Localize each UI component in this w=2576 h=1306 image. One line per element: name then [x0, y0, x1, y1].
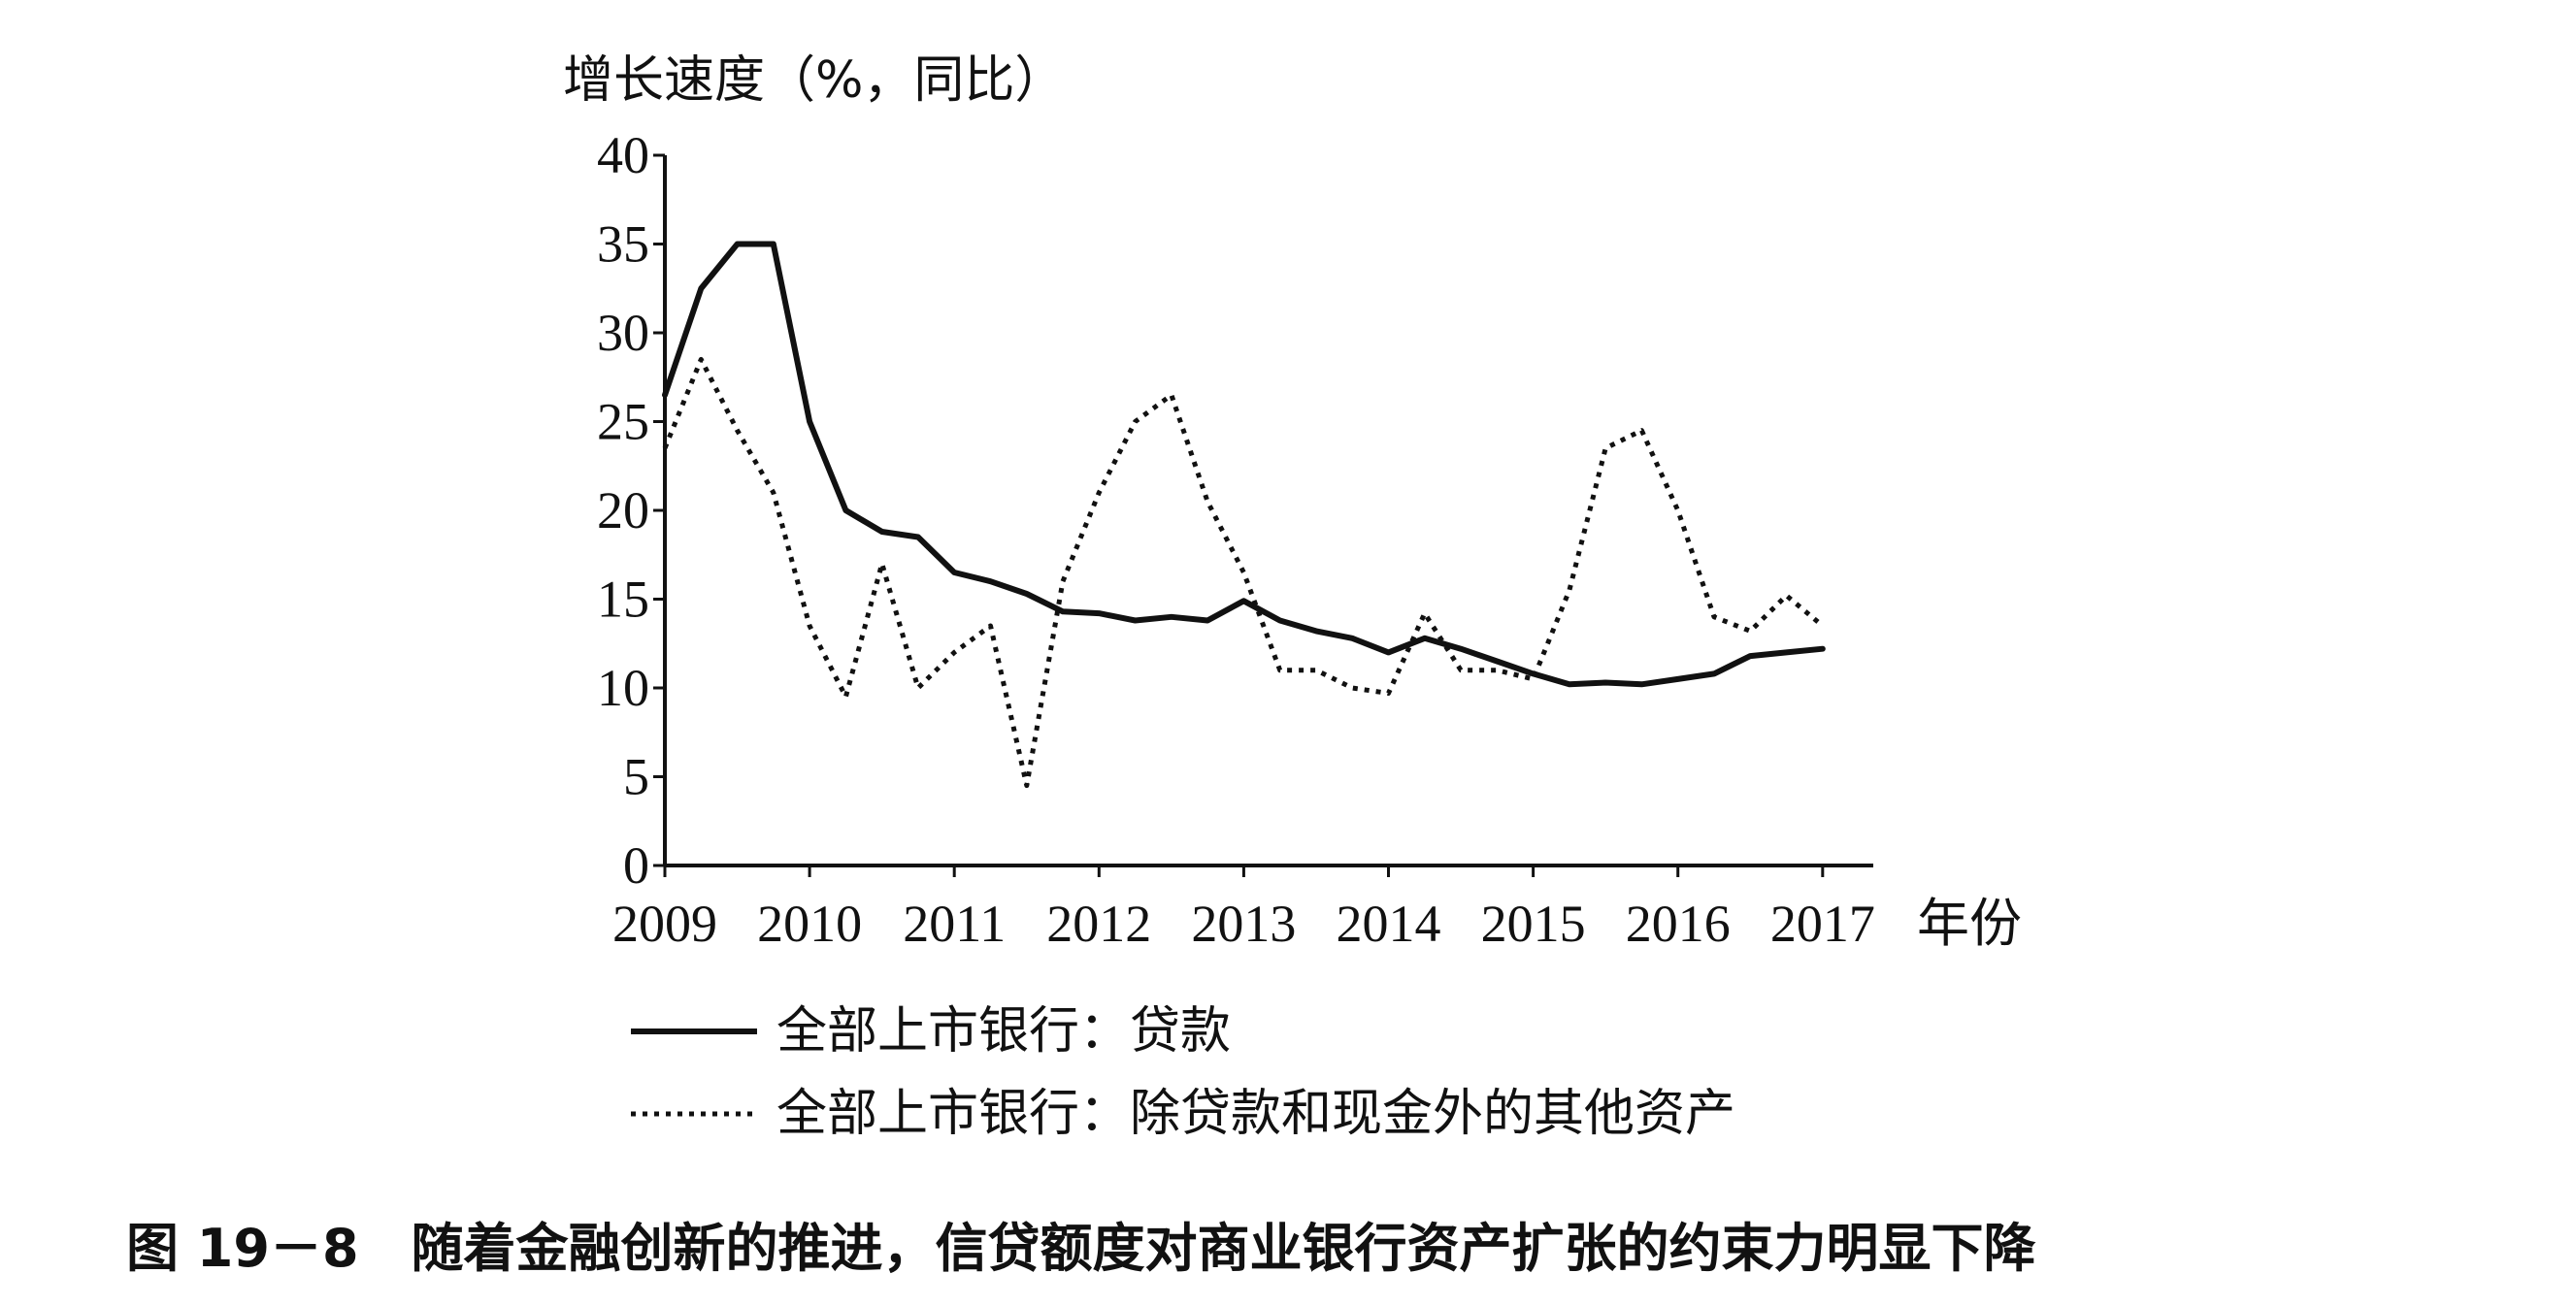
legend: 全部上市银行：贷款 全部上市银行：除贷款和现金外的其他资产 [631, 1002, 1735, 1143]
y-tick-label: 15 [597, 571, 649, 629]
y-tick-label: 0 [623, 836, 649, 895]
series-layer [662, 241, 1826, 789]
y-tick-label: 5 [623, 748, 649, 806]
x-axis-unit-label: 年份 [1917, 893, 2022, 954]
x-tick-label: 2017 [1770, 895, 1875, 953]
axes: 0 5 10 15 20 25 30 35 40 2009 2010 2011 2012 2013 2014… [597, 126, 1875, 953]
series-line-loans [662, 241, 1826, 688]
figure-caption: 图 19－8 随着金融创新的推进，信贷额度对商业银行资产扩张的约束力明显下降 [126, 1218, 2036, 1279]
x-tick-label: 2012 [1046, 895, 1151, 953]
x-tick-label: 2013 [1191, 895, 1296, 953]
y-tick-label: 35 [597, 215, 649, 274]
x-tick-label: 2009 [612, 895, 717, 953]
series-line-other-assets [662, 356, 1825, 789]
y-tick-label: 40 [597, 126, 649, 184]
x-tick-label: 2015 [1481, 895, 1586, 953]
x-tick-label: 2011 [903, 895, 1006, 953]
y-tick-label: 25 [597, 393, 649, 451]
y-tick-label: 10 [597, 659, 649, 717]
x-tick-label: 2016 [1626, 895, 1731, 953]
y-tick-label: 30 [597, 304, 649, 362]
x-tick-label: 2010 [757, 895, 862, 953]
y-tick-label: 20 [597, 481, 649, 539]
legend-label-loans: 全部上市银行：贷款 [776, 1002, 1231, 1061]
legend-label-other-assets: 全部上市银行：除贷款和现金外的其他资产 [776, 1085, 1735, 1143]
y-axis-label: 增长速度（%，同比） [563, 51, 1065, 110]
x-tick-label: 2014 [1337, 895, 1441, 953]
